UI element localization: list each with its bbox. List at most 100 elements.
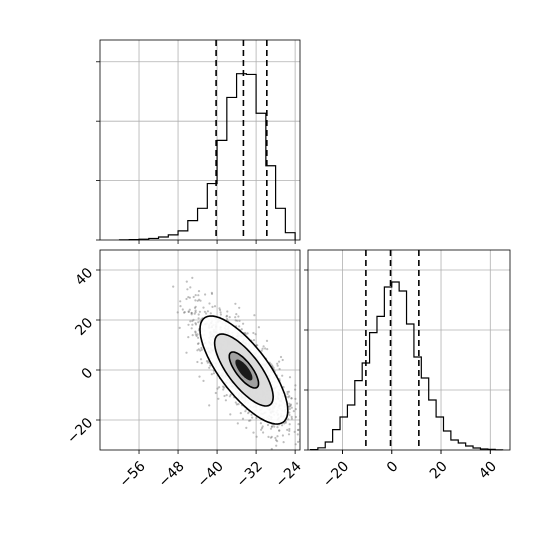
scatter-point [270,435,273,438]
scatter-y-tick-label-3: 40 [72,265,96,289]
scatter-point [286,428,289,431]
scatter-point [241,417,245,420]
scatter-point [199,299,202,302]
scatter-point [296,433,299,436]
scatter-point [288,405,291,408]
scatter-point [264,347,267,350]
scatter-point [240,328,243,331]
scatter-point [288,395,291,398]
scatter-point [256,344,259,347]
scatter-point [214,391,217,395]
scatter-point [206,310,209,313]
scatter-point [172,285,175,288]
scatter-point [194,323,198,326]
scatter-point [194,309,197,312]
scatter-point [200,346,203,350]
scatter-point [190,327,193,330]
scatter-point [189,320,192,323]
scatter-point [270,425,274,428]
scatter-point [288,376,292,379]
scatter-point [288,413,291,417]
scatter-point [253,314,256,317]
scatter-point [282,386,285,389]
scatter-point [185,280,188,283]
scatter-point [196,299,199,302]
scatter-point [270,447,273,450]
scatter-point [187,310,190,313]
contour-line-2 [199,315,289,425]
scatter-point [301,418,303,420]
scatter-point [288,411,291,414]
scatter-point [229,413,232,416]
scatter-point [259,422,262,425]
scatter-point [200,362,203,365]
scatter-point [190,311,193,315]
scatter-point [183,311,186,314]
scatter-point [194,294,197,297]
scatter-point [223,386,226,389]
scatter-point [235,403,238,406]
scatter-point [294,443,297,446]
scatter-point [239,412,242,415]
density-layer [199,315,289,425]
scatter-point [288,407,291,411]
scatter-point [199,358,203,361]
scatter-point [301,431,303,433]
scatter-point [260,349,263,352]
scatter-density-panel: −20 0 20 40 −56 −48 −40 −32 −24 [64,249,319,491]
scatter-point [257,326,260,329]
scatter-point [297,428,300,431]
scatter-point [194,331,197,334]
scatter-point [194,305,197,308]
scatter-point [260,428,263,431]
scatter-point [288,429,291,432]
scatter-point [185,297,188,301]
scatter-point [222,388,225,391]
scatter-point [276,435,279,438]
scatter-point [288,405,291,408]
scatter-point [200,348,203,351]
scatter-point [204,293,207,296]
scatter-point [188,308,191,311]
scatter-point [282,441,285,444]
scatter-point [197,317,200,320]
scatter-point [300,440,302,442]
scatter-point [206,361,209,364]
scatter-point [287,396,290,399]
scatter-point [262,431,265,434]
scatter-point [275,439,278,442]
scatter-point [234,401,237,404]
scatter-point [198,310,201,313]
left-hist-histogram-bars [118,73,296,241]
right-hist-x-tick-label-2: 20 [427,458,451,482]
scatter-point [236,422,239,425]
scatter-point [209,364,212,367]
scatter-point [269,436,272,439]
left-hist-frame [99,39,301,241]
scatter-point [251,416,254,419]
scatter-point [266,423,270,427]
scatter-point [205,360,209,363]
scatter-point [290,397,293,400]
scatter-point [290,397,293,400]
right-hist-frame [307,249,511,451]
scatter-point [270,425,273,428]
scatter-point [317,437,319,439]
scatter-point [255,435,258,438]
scatter-point [281,358,284,362]
scatter-point [183,311,186,314]
scatter-point [252,431,255,434]
contour-line-1 [213,333,275,407]
scatter-point [196,333,199,336]
scatter-point [245,426,248,429]
scatter-point [189,286,192,289]
scatter-point [225,394,228,397]
scatter-point [196,342,200,345]
scatter-point [247,412,250,415]
scatter-point [290,417,293,420]
scatter-point [297,428,300,432]
scatter-point [287,433,291,436]
scatter-point [194,333,197,336]
scatter-point [237,315,240,318]
